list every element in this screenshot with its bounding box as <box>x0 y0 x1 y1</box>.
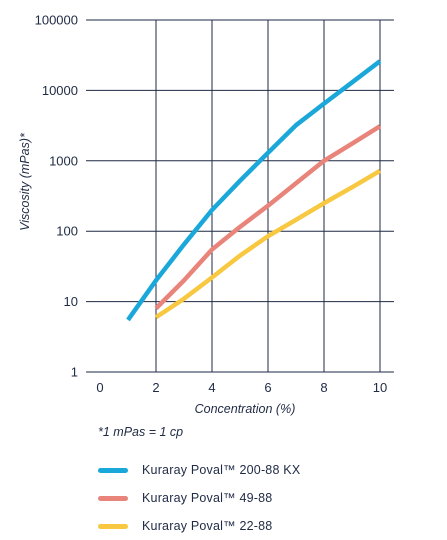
x-tick-label: 6 <box>264 380 271 395</box>
y-tick-label: 100000 <box>35 13 78 28</box>
legend-swatch <box>98 523 128 529</box>
legend-label: Kuraray Poval™ 200-88 KX <box>142 463 301 477</box>
series-line <box>126 59 382 322</box>
legend-swatch <box>98 495 128 501</box>
viscosity-chart: 1 10 100 1000 10000 100000 0 2 4 6 8 10 Concentrati… <box>18 13 394 416</box>
series-line <box>154 124 382 310</box>
y-tick-label: 1000 <box>49 153 78 168</box>
legend-swatch <box>98 467 128 473</box>
x-tick-label: 2 <box>152 380 159 395</box>
y-axis-title: Viscosity (mPas)* <box>18 132 32 231</box>
tick-labels: 1 10 100 1000 10000 100000 0 2 4 6 8 10 <box>35 13 388 396</box>
y-tick-label: 100 <box>56 224 78 239</box>
y-tick-label: 1 <box>71 365 78 380</box>
x-axis-title: Concentration (%) <box>195 402 296 416</box>
y-tick-label: 10000 <box>42 83 78 98</box>
legend-item: Kuraray Poval™ 49-88 <box>98 484 300 512</box>
legend-label: Kuraray Poval™ 22-88 <box>142 519 273 533</box>
legend-item: Kuraray Poval™ 200-88 KX <box>98 456 300 484</box>
x-tick-label: 0 <box>96 380 103 395</box>
series-line <box>154 168 382 320</box>
series-lines <box>126 59 382 322</box>
legend-item: Kuraray Poval™ 22-88 <box>98 512 300 540</box>
x-tick-label: 10 <box>373 380 387 395</box>
legend-label: Kuraray Poval™ 49-88 <box>142 491 273 505</box>
footnote: *1 mPas = 1 cp <box>98 425 184 439</box>
gridlines <box>86 19 394 373</box>
x-tick-label: 4 <box>208 380 215 395</box>
legend: Kuraray Poval™ 200-88 KX Kuraray Poval™ … <box>98 456 300 540</box>
x-tick-label: 8 <box>320 380 327 395</box>
y-tick-label: 10 <box>64 294 78 309</box>
